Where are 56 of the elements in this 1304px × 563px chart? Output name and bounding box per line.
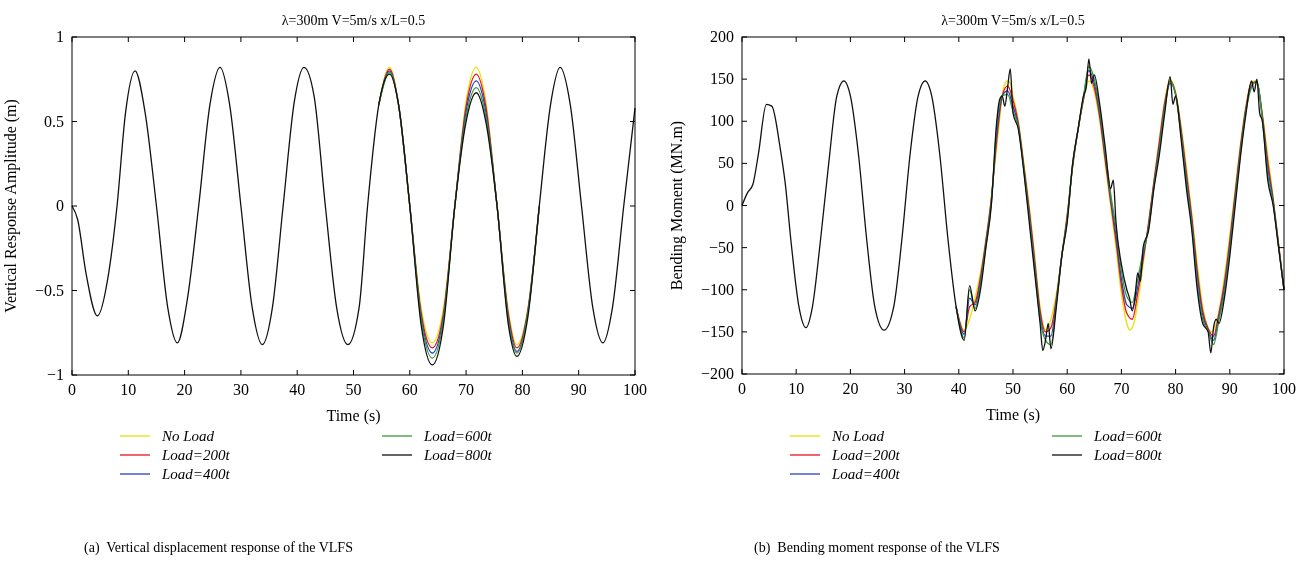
y-axis-title: Vertical Response Amplitude (m) [2,99,20,313]
legend-label: No Load [831,428,885,444]
x-tick-label: 10 [788,380,805,397]
x-tick-label: 0 [68,381,76,398]
legend-label: Load=200t [161,447,231,463]
text: (b) Bending moment response of the VLFS [754,540,1000,556]
legend-label: Load=400t [831,466,901,482]
y-tick-label: −200 [700,365,734,382]
x-tick-label: 90 [1221,380,1238,397]
y-tick-label: −1 [46,366,64,383]
legend-label: Load=200t [831,447,901,463]
y-tick-label: 100 [710,112,734,130]
x-tick-label: 20 [176,381,193,398]
x-tick-label: 70 [458,381,475,398]
y-tick-label: 0 [56,197,64,214]
x-tick-label: 60 [1059,380,1076,397]
x-tick-label: 20 [842,380,859,397]
x-tick-label: 50 [345,381,362,398]
x-tick-label: 100 [623,381,647,398]
y-tick-label: 1 [56,28,64,45]
x-tick-label: 40 [950,380,967,397]
line-series [741,58,1285,354]
y-tick-label: −0.5 [34,281,64,299]
y-tick-label: 200 [710,28,734,45]
x-axis-title: Time (s) [326,407,381,425]
chart-title: λ=300m V=5m/s x/L=0.5 [281,13,426,28]
x-tick-label: 70 [1113,380,1130,397]
line-series [71,66,636,366]
x-tick-label: 0 [738,380,746,397]
y-tick-label: −50 [708,238,734,256]
x-tick-label: 50 [1005,380,1021,397]
legend-label: Load=800t [1093,447,1163,463]
x-tick-label: 80 [514,381,531,398]
x-tick-label: 30 [232,381,249,398]
x-tick-label: 60 [401,381,418,398]
y-axis-title: Bending Moment (MN.m) [668,120,686,291]
legend-label: Load=800t [423,447,493,463]
y-tick-label: 50 [718,154,734,172]
legend-label: Load=600t [1093,428,1163,444]
x-tick-label: 100 [1272,380,1296,397]
x-tick-label: 30 [896,380,913,397]
legend-label: No Load [161,428,215,444]
x-tick-label: 80 [1167,380,1184,397]
x-tick-label: 10 [120,381,137,398]
legend-label: Load=400t [161,466,231,482]
y-tick-label: −150 [700,322,734,340]
y-tick-label: 150 [710,70,734,88]
x-tick-label: 90 [570,381,587,398]
chart-title: λ=300m V=5m/s x/L=0.5 [941,13,1085,28]
legend-label: Load=600t [423,428,493,444]
x-tick-label: 40 [289,381,306,398]
x-axis-title: Time (s) [985,406,1041,424]
text: (a) Vertical displacement response of the VLFS [84,540,353,556]
y-tick-label: 0 [726,196,734,214]
y-tick-label: 0.5 [44,112,64,130]
y-tick-label: −100 [700,280,734,298]
